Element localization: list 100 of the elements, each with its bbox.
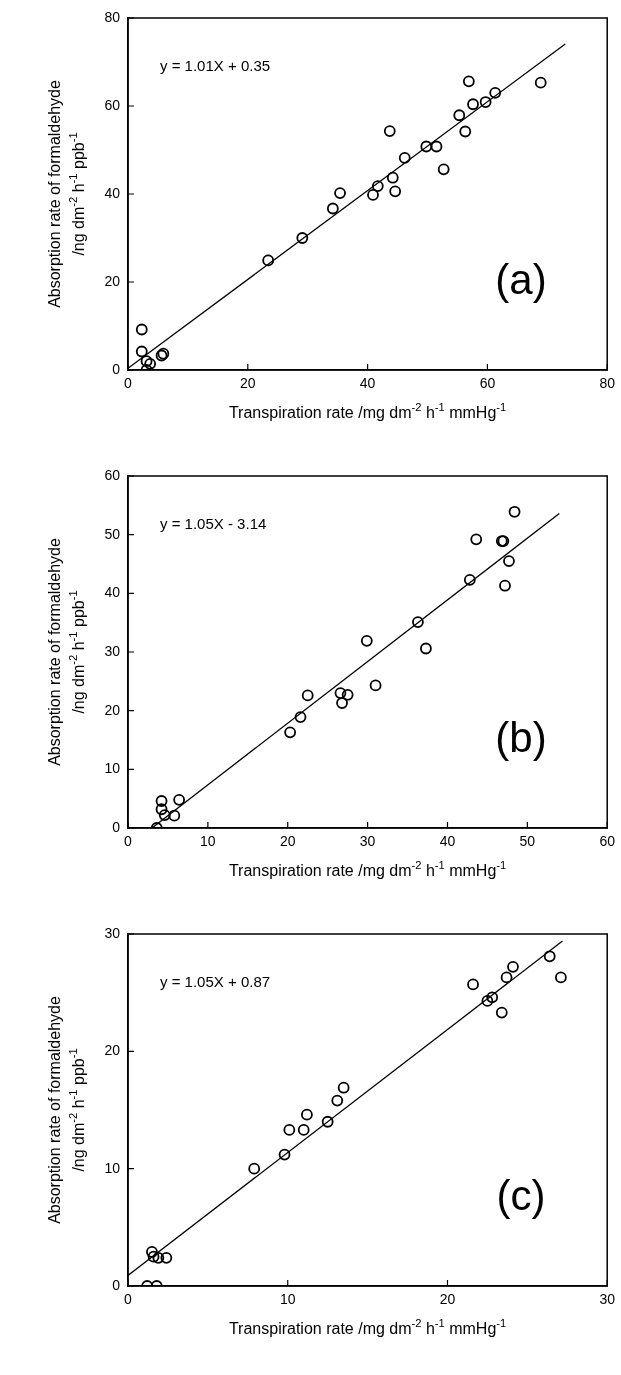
x-tick-label: 50 bbox=[519, 833, 536, 850]
point bbox=[500, 971, 513, 984]
point bbox=[462, 75, 475, 88]
point bbox=[262, 254, 275, 267]
point bbox=[479, 96, 492, 108]
point bbox=[481, 994, 494, 1007]
x-tick-label: 40 bbox=[359, 375, 376, 392]
y-tick-label: 20 bbox=[104, 1042, 121, 1059]
point bbox=[168, 809, 181, 822]
point bbox=[135, 323, 148, 336]
point bbox=[467, 978, 479, 991]
point bbox=[412, 616, 424, 628]
point bbox=[437, 163, 450, 176]
point bbox=[360, 634, 373, 647]
point bbox=[301, 1108, 313, 1121]
y-tick-label: 60 bbox=[104, 96, 121, 113]
y-tick-label: 10 bbox=[104, 1159, 121, 1176]
point bbox=[334, 187, 346, 200]
y-tick-label: 30 bbox=[104, 642, 121, 659]
point bbox=[326, 202, 339, 215]
point bbox=[470, 533, 483, 546]
x-tick-label: 10 bbox=[279, 1291, 296, 1308]
point bbox=[147, 1250, 160, 1263]
point bbox=[140, 355, 153, 368]
point bbox=[341, 688, 354, 701]
annotation: (c) bbox=[496, 1171, 546, 1219]
y-tick-label: 0 bbox=[112, 818, 121, 835]
point bbox=[160, 1251, 173, 1264]
point bbox=[367, 188, 379, 201]
point bbox=[508, 505, 521, 518]
point bbox=[296, 232, 309, 244]
y-tick-label: 40 bbox=[104, 584, 121, 601]
point bbox=[398, 152, 411, 164]
x-tick-label: 80 bbox=[599, 375, 616, 392]
point bbox=[155, 803, 168, 816]
point bbox=[420, 642, 432, 655]
point bbox=[386, 171, 399, 184]
point bbox=[146, 1246, 158, 1258]
point bbox=[331, 1094, 344, 1107]
point bbox=[284, 726, 297, 739]
annotation: (b) bbox=[495, 713, 547, 761]
annotation: y = 1.05X + 0.87 bbox=[160, 973, 271, 991]
x-tick-label: 30 bbox=[359, 833, 376, 850]
point bbox=[301, 689, 314, 702]
point bbox=[503, 555, 515, 567]
point bbox=[173, 793, 186, 806]
point bbox=[420, 140, 433, 153]
point bbox=[158, 809, 171, 821]
point bbox=[248, 1162, 261, 1175]
y-tick-label: 0 bbox=[112, 1276, 121, 1293]
x-tick-label: 0 bbox=[124, 1291, 133, 1308]
point bbox=[467, 98, 479, 111]
point bbox=[389, 185, 402, 198]
x-tick-label: 20 bbox=[439, 1291, 456, 1308]
x-tick-label: 40 bbox=[439, 833, 456, 850]
point bbox=[383, 125, 396, 137]
x-tick-label: 60 bbox=[599, 833, 616, 850]
point bbox=[337, 1081, 350, 1094]
y-tick-label: 80 bbox=[104, 8, 121, 25]
point bbox=[294, 711, 307, 724]
point bbox=[155, 795, 168, 807]
y-tick-label: 50 bbox=[104, 525, 121, 542]
point bbox=[297, 1124, 310, 1136]
point bbox=[543, 950, 556, 963]
point bbox=[534, 76, 547, 89]
annotation: (a) bbox=[495, 255, 547, 303]
y-tick-label: 60 bbox=[104, 466, 121, 483]
point bbox=[453, 109, 466, 122]
x-tick-label: 20 bbox=[279, 833, 296, 850]
point bbox=[278, 1148, 291, 1161]
point bbox=[554, 971, 567, 984]
point bbox=[152, 1251, 165, 1264]
point bbox=[135, 345, 148, 358]
x-tick-label: 30 bbox=[599, 1291, 616, 1308]
annotation: y = 1.05X - 3.14 bbox=[160, 515, 267, 533]
x-tick-label: 20 bbox=[240, 375, 256, 392]
x-tick-label: 10 bbox=[200, 833, 216, 850]
point bbox=[499, 579, 511, 592]
x-tick-label: 60 bbox=[479, 375, 496, 392]
point bbox=[486, 991, 499, 1004]
y-tick-label: 20 bbox=[104, 701, 121, 718]
point bbox=[321, 1115, 334, 1128]
point bbox=[144, 357, 157, 370]
point bbox=[430, 140, 443, 153]
point bbox=[463, 573, 476, 586]
x-tick-label: 0 bbox=[124, 833, 133, 850]
point bbox=[283, 1124, 296, 1136]
y-tick-label: 20 bbox=[104, 272, 121, 289]
point bbox=[459, 125, 472, 138]
point bbox=[489, 86, 502, 99]
x-tick-label: 0 bbox=[124, 375, 133, 392]
point bbox=[507, 960, 519, 973]
y-tick-label: 30 bbox=[104, 924, 121, 941]
point bbox=[369, 679, 382, 692]
point bbox=[371, 180, 384, 192]
y-tick-label: 40 bbox=[104, 184, 121, 201]
point bbox=[336, 697, 348, 709]
y-tick-label: 0 bbox=[112, 360, 121, 377]
y-tick-label: 10 bbox=[104, 760, 121, 777]
point bbox=[334, 687, 347, 699]
